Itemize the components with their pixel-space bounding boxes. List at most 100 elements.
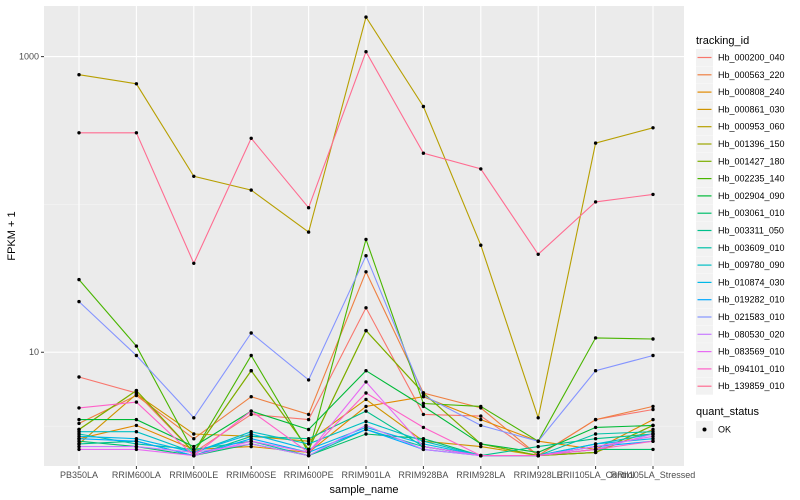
legend-label: Hb_000953_060 (718, 122, 785, 132)
data-point (77, 299, 81, 304)
data-point (249, 442, 253, 446)
legend-label: Hb_080530_020 (718, 329, 785, 339)
data-point (134, 437, 139, 441)
legend-label: Hb_000563_220 (718, 70, 785, 80)
data-point (77, 437, 81, 441)
series-points (77, 15, 655, 458)
data-point (479, 444, 483, 449)
data-point (651, 353, 655, 358)
data-point (192, 450, 196, 455)
data-point (651, 404, 655, 409)
data-point (536, 439, 540, 443)
grid-major (44, 6, 684, 466)
data-point (306, 412, 311, 417)
data-point (364, 369, 368, 373)
data-point (421, 393, 426, 398)
data-point (651, 192, 655, 197)
data-point (593, 369, 598, 373)
data-point (421, 439, 426, 443)
x-tick-label: RRIM600LE (169, 470, 218, 480)
data-point (134, 417, 139, 422)
data-point (77, 406, 81, 410)
data-point (77, 434, 81, 438)
data-point (593, 444, 598, 449)
data-point (77, 430, 81, 434)
data-point (593, 442, 598, 446)
data-point (192, 444, 196, 449)
data-point (593, 141, 598, 145)
data-point (249, 439, 253, 443)
x-axis: PB350LA RRIM600LA RRIM600LE RRIM600SE RRIM60… (60, 466, 695, 480)
data-point (364, 380, 368, 384)
data-point (651, 417, 655, 422)
data-point (192, 437, 196, 441)
data-point (306, 450, 311, 455)
data-point (593, 417, 598, 422)
y-tick-label: 1000 (19, 52, 39, 62)
y-tick-label: 10 (29, 347, 39, 357)
data-point (249, 444, 253, 449)
data-point (364, 270, 368, 274)
legend-shape-point (702, 427, 707, 432)
x-axis-title: sample_name (329, 484, 398, 496)
data-point (651, 434, 655, 438)
data-point (364, 50, 368, 54)
data-point (479, 442, 483, 446)
legend-label: Hb_083569_010 (718, 347, 785, 357)
x-tick-label: RRII105LA_Stressed (611, 470, 696, 480)
data-point (249, 409, 253, 413)
data-point (134, 442, 139, 446)
data-point (192, 453, 196, 458)
data-point (421, 401, 426, 406)
legend-label: Hb_000808_240 (718, 87, 785, 97)
data-point (651, 337, 655, 341)
data-point (306, 417, 311, 422)
plot-panel (44, 6, 684, 466)
data-point (421, 404, 426, 409)
legend-shape-label: OK (718, 425, 731, 435)
data-point (421, 444, 426, 449)
data-point (306, 437, 311, 441)
data-point (134, 423, 139, 428)
data-point (479, 414, 483, 418)
data-point (536, 252, 540, 256)
data-point (364, 404, 368, 409)
data-point (593, 450, 598, 455)
data-point (192, 432, 196, 436)
data-point (249, 353, 253, 358)
legend-label: Hb_001427_180 (718, 156, 785, 166)
data-point (77, 417, 81, 422)
x-tick-label: RRIM928LE (514, 470, 563, 480)
data-point (421, 412, 426, 417)
data-point (77, 447, 81, 452)
data-point (134, 388, 139, 393)
legend-label: Hb_003311_050 (718, 226, 784, 236)
data-point (421, 442, 426, 446)
x-tick-label: RRIM600LA (112, 470, 161, 480)
data-point (479, 243, 483, 247)
data-point (421, 391, 426, 395)
data-point (364, 15, 368, 19)
data-point (364, 427, 368, 432)
legend-label: Hb_094101_010 (718, 364, 785, 374)
data-point (249, 432, 253, 436)
data-point (593, 336, 598, 340)
data-point (421, 104, 426, 109)
legend-label: Hb_000200_040 (718, 53, 785, 63)
x-tick-label: PB350LA (60, 470, 98, 480)
data-point (77, 421, 81, 426)
legend-label: Hb_003061_010 (718, 208, 785, 218)
data-point (651, 447, 655, 452)
data-point (306, 453, 311, 458)
y-axis-title: FPKM + 1 (6, 211, 18, 260)
legend-label: Hb_010874_030 (718, 277, 785, 287)
data-point (364, 306, 368, 310)
data-point (134, 392, 139, 396)
data-point (421, 425, 426, 430)
legend-label: Hb_021583_010 (718, 312, 785, 322)
legend-label: Hb_002235_140 (718, 174, 785, 184)
data-point (306, 439, 311, 443)
data-point (479, 167, 483, 171)
legend-label: Hb_139859_010 (718, 381, 785, 391)
data-point (364, 254, 368, 258)
